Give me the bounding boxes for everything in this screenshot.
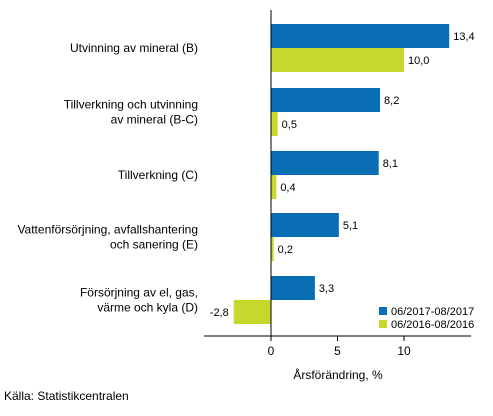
bar-series1-0 — [271, 24, 450, 48]
x-tick-label-1: 5 — [334, 344, 341, 358]
bars-group — [233, 24, 450, 324]
value-label-series1-3: 5,1 — [343, 220, 358, 232]
x-tick-label-0: 0 — [268, 344, 275, 358]
legend-swatch-0 — [379, 307, 387, 315]
legend-label-1: 06/2016-08/2016 — [391, 319, 474, 331]
category-label-3: Vattenförsörjning, avfallshantering och s… — [17, 223, 198, 252]
value-label-series1-4: 3,3 — [319, 283, 334, 295]
category-label-2: Tillverkning (C) — [118, 168, 198, 182]
bar-series2-1 — [271, 112, 278, 136]
value-label-series1-1: 8,2 — [384, 95, 399, 107]
bar-series1-1 — [271, 88, 381, 112]
value-label-series1-0: 13,4 — [453, 31, 474, 43]
bar-series2-3 — [271, 237, 274, 261]
bar-series2-2 — [271, 175, 277, 199]
source-note: Källa: Statistikcentralen — [4, 389, 129, 403]
value-label-series2-1: 0,5 — [282, 119, 297, 131]
category-label-4: Försörjning av el, gas, värme och kyla (D… — [80, 286, 198, 315]
category-label-0: Utvinning av mineral (B) — [70, 41, 198, 55]
value-label-series2-4: -2,8 — [210, 307, 229, 319]
value-label-series2-3: 0,2 — [278, 244, 293, 256]
category-labels-group: Utvinning av mineral (B) Tillverkning och… — [17, 41, 198, 315]
value-label-series2-2: 0,4 — [280, 182, 295, 194]
bar-series2-0 — [271, 48, 404, 72]
bar-series1-2 — [271, 151, 379, 175]
legend-label-0: 06/2017-08/2017 — [391, 306, 474, 318]
legend-swatch-1 — [379, 320, 387, 328]
category-label-1: Tillverkning och utvinning av mineral (B-… — [64, 98, 198, 127]
value-labels-group: 13,4 10,0 8,2 0,5 8,1 0,4 5,1 0,2 3,3 -2,8 — [210, 31, 475, 319]
bar-series1-3 — [271, 213, 339, 237]
bar-series1-4 — [271, 276, 315, 300]
value-label-series1-2: 8,1 — [383, 158, 398, 170]
bar-series2-4 — [233, 300, 271, 324]
x-axis-title: Årsförändring, % — [293, 367, 383, 382]
x-ticks-group: 0 5 10 — [268, 336, 411, 358]
value-label-series2-0: 10,0 — [408, 55, 429, 67]
x-tick-label-2: 10 — [397, 344, 411, 358]
